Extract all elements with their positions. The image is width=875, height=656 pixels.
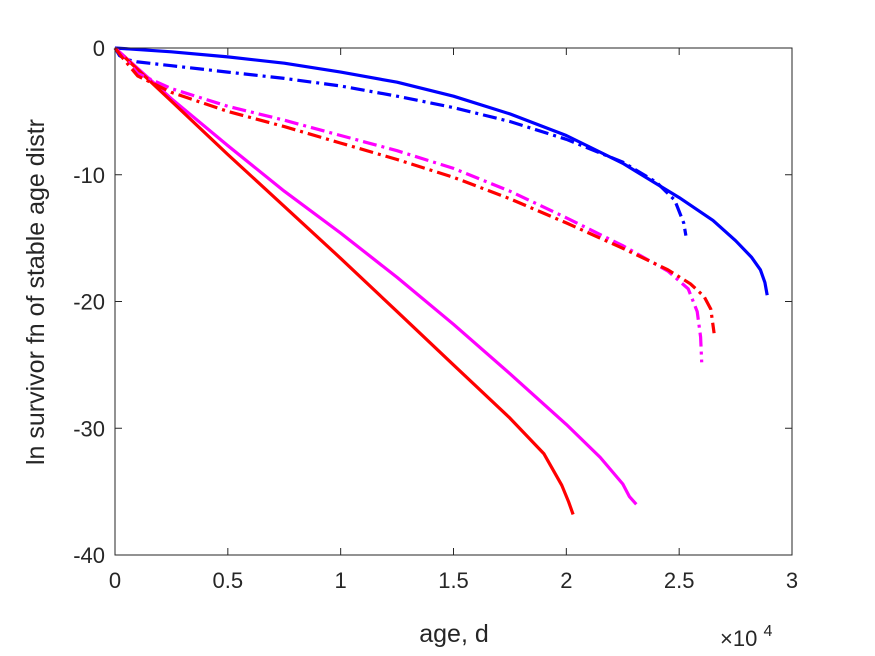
series-line-3 [113,46,638,506]
x-tick-label: 2.5 [664,568,695,593]
x-tick-label: 0.5 [213,568,244,593]
x-tick-label: 3 [786,568,798,593]
y-tick-label: -10 [73,163,105,188]
x-axis-multiplier: ×10 4 [720,623,772,651]
series-layer [113,46,769,515]
y-tick-label: 0 [93,36,105,61]
series-line-1 [114,46,769,296]
series-line-2 [113,47,688,236]
y-tick-label: -20 [73,290,105,315]
x-tick-label: 0 [109,568,121,593]
series-line-4 [113,46,575,515]
x-axis-multiplier-base: ×10 [720,626,757,651]
series-line-6 [113,47,716,334]
x-axis-multiplier-exponent: 4 [763,623,772,640]
x-tick-label: 2 [560,568,572,593]
y-tick-label: -30 [73,416,105,441]
x-tick-label: 1 [335,568,347,593]
ticks: 0 0.5 1 1.5 2 2.5 3 0 -10 -20 -30 -40 [73,36,798,593]
y-tick-label: -40 [73,543,105,568]
series-line-5 [113,46,704,363]
y-axis-label: ln survivor fn of stable age distr [22,119,50,465]
x-tick-label: 1.5 [438,568,469,593]
x-axis-label: age, d [419,620,489,648]
plot-area [115,48,792,555]
